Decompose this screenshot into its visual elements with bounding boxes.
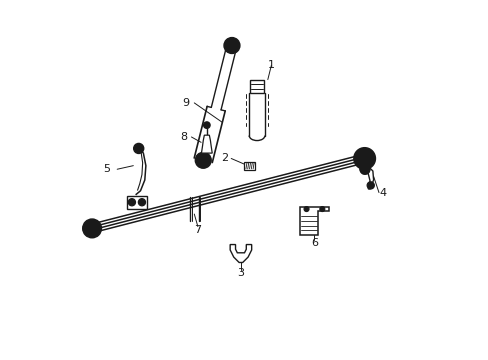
Text: 5: 5 (103, 164, 110, 174)
Circle shape (358, 153, 369, 164)
Text: 3: 3 (237, 268, 244, 278)
Circle shape (368, 184, 371, 187)
Circle shape (202, 159, 204, 162)
Polygon shape (359, 166, 373, 189)
Text: 6: 6 (310, 238, 317, 248)
Polygon shape (201, 135, 212, 153)
Circle shape (133, 143, 143, 153)
Circle shape (362, 167, 367, 172)
Polygon shape (126, 196, 147, 209)
Circle shape (88, 224, 96, 233)
Text: 7: 7 (194, 225, 201, 235)
Circle shape (82, 219, 101, 238)
Circle shape (224, 38, 239, 53)
Text: 1: 1 (267, 60, 274, 70)
Circle shape (319, 207, 324, 212)
Circle shape (128, 199, 135, 206)
Circle shape (359, 164, 369, 174)
Circle shape (199, 156, 207, 164)
Circle shape (203, 122, 210, 129)
Text: 2: 2 (221, 153, 228, 163)
Circle shape (353, 148, 375, 169)
Circle shape (195, 152, 211, 168)
Circle shape (136, 146, 141, 151)
Polygon shape (230, 244, 251, 262)
Bar (249, 80, 264, 93)
Circle shape (138, 199, 145, 206)
Circle shape (227, 41, 235, 49)
Circle shape (366, 182, 373, 189)
Circle shape (230, 44, 233, 47)
Text: 9: 9 (182, 98, 188, 108)
Bar (244, 162, 255, 170)
Polygon shape (300, 207, 329, 235)
Circle shape (362, 156, 366, 161)
Text: 4: 4 (378, 188, 386, 198)
Circle shape (304, 207, 308, 212)
Text: 8: 8 (180, 132, 187, 142)
